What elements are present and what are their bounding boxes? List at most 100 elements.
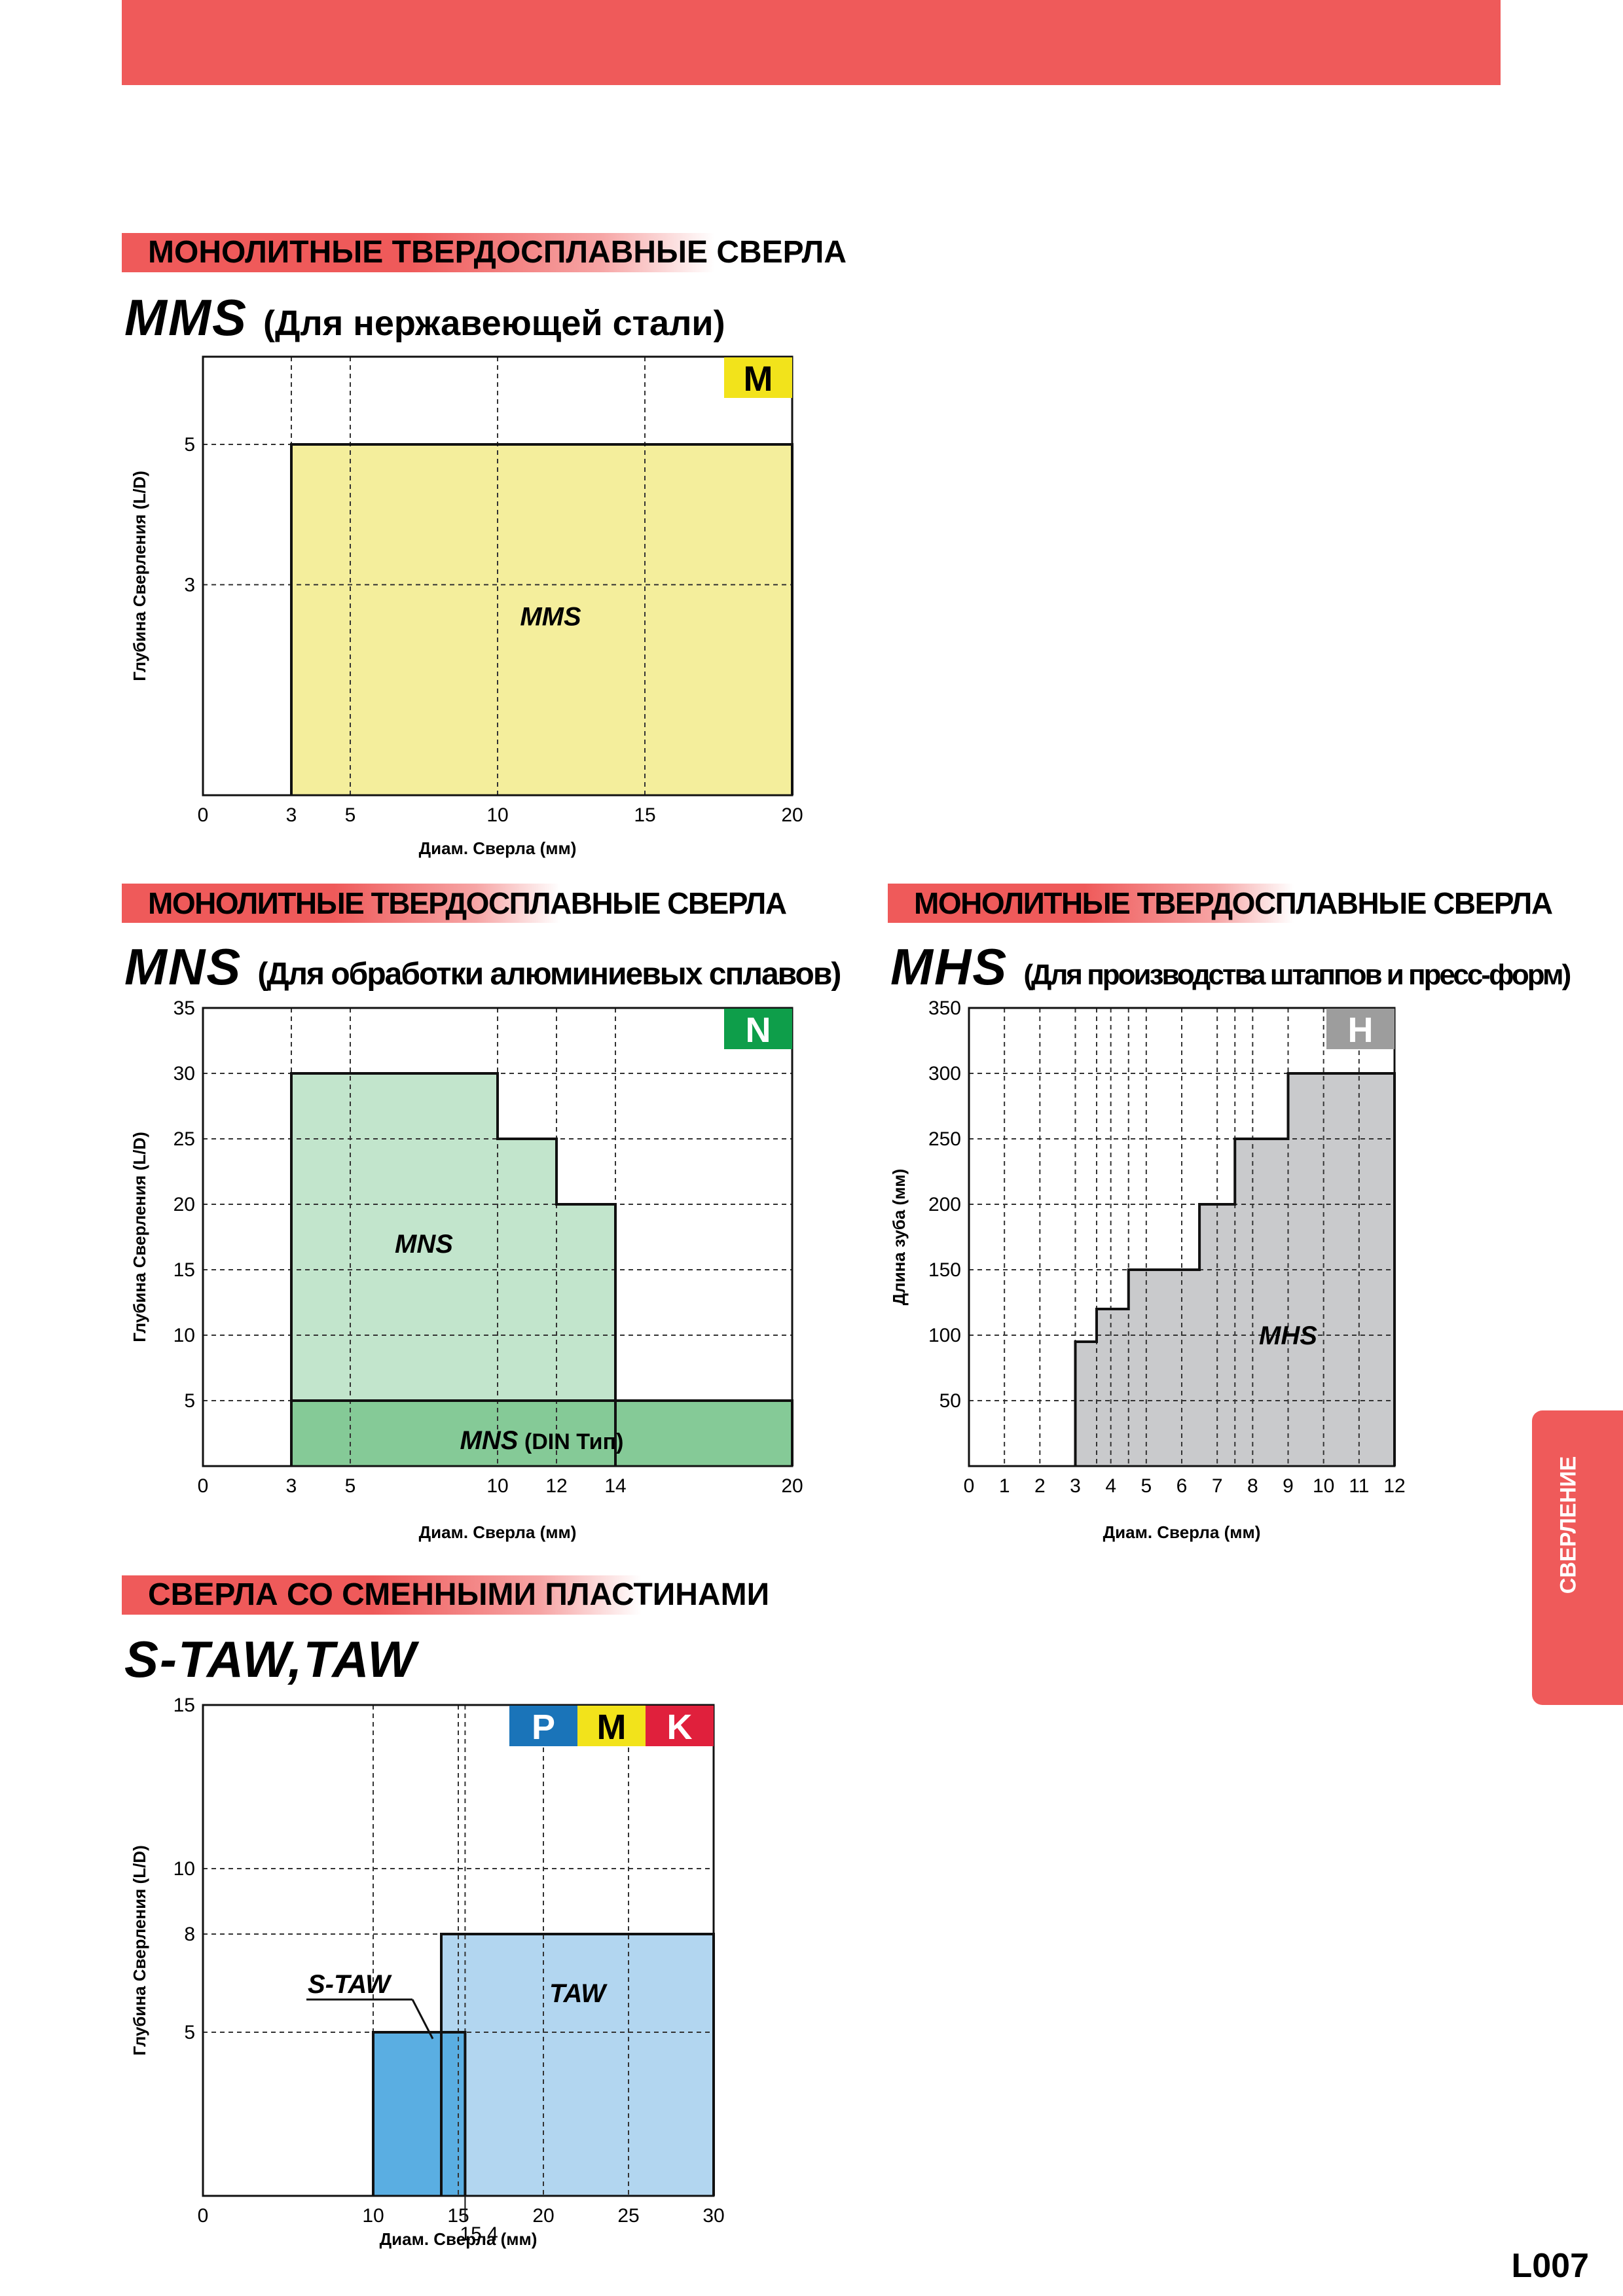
series-outline — [372, 2031, 467, 2196]
x-tick-label: 15 — [634, 804, 655, 826]
product-title-mhs: MHS (Для производства штаппов и пресс-фор… — [890, 937, 1571, 997]
product-name: MHS — [890, 938, 1008, 996]
plot-frame — [202, 1007, 793, 1467]
material-badge-label: M — [597, 1708, 627, 1747]
y-tick-label: 15 — [173, 1259, 195, 1281]
x-tick-label: 6 — [1176, 1475, 1188, 1497]
x-tick-label: 20 — [532, 2205, 554, 2227]
y-tick-label: 5 — [184, 434, 195, 456]
series-label: MNS — [395, 1230, 453, 1259]
y-tick-label: 10 — [173, 1858, 195, 1880]
y-tick-label: 35 — [173, 997, 195, 1019]
side-tab-label[interactable]: СВЕРЛЕНИЕ — [1554, 1433, 1583, 1617]
material-badge-label: H — [1348, 1011, 1374, 1050]
material-badge — [724, 357, 792, 398]
y-tick-label: 5 — [184, 1390, 195, 1412]
top-banner — [122, 0, 1501, 85]
x-tick-label: 25 — [617, 2205, 639, 2227]
x-tick-label: 3 — [286, 804, 297, 826]
x-tick-label: 7 — [1212, 1475, 1223, 1497]
x-tick-label: 5 — [1140, 1475, 1152, 1497]
x-tick-label: 1 — [999, 1475, 1010, 1497]
series-outline — [1074, 1072, 1396, 1466]
x-tick-label: 5 — [345, 804, 356, 826]
y-tick-label: 250 — [928, 1128, 961, 1150]
plot-frame — [202, 355, 793, 797]
x-tick-label: 0 — [964, 1475, 975, 1497]
side-tab-text: СВЕРЛЕНИЕ — [1556, 1456, 1581, 1594]
series-area — [291, 444, 792, 795]
x-tick-label: 8 — [1247, 1475, 1258, 1497]
x-axis-label: Диам. Сверла (мм) — [419, 838, 577, 858]
series-label: MHS — [1259, 1321, 1317, 1350]
product-title-mns: MNS (Для обработки алюминиевых сплавов) — [124, 937, 841, 997]
x-tick-label: 0 — [198, 1475, 209, 1497]
material-badge-label: M — [744, 359, 773, 399]
x-tick-label: 14 — [604, 1475, 626, 1497]
callout-leader — [411, 1999, 434, 2039]
x-tick-label: 0 — [198, 2205, 209, 2227]
material-badge — [577, 1706, 646, 1746]
y-tick-label: 350 — [928, 997, 961, 1019]
x-tick-label: 5 — [345, 1475, 356, 1497]
section-header-taw: СВЕРЛА СО СМЕННЫМИ ПЛАСТИНАМИ — [122, 1575, 960, 1615]
x-tick-label: 10 — [1313, 1475, 1334, 1497]
y-tick-label: 20 — [173, 1194, 195, 1215]
product-name: MMS — [124, 289, 247, 346]
x-tick-label: 20 — [781, 804, 803, 826]
product-subtitle: (Для обработки алюминиевых сплавов) — [257, 957, 841, 992]
series-label: TAW — [549, 1979, 608, 2008]
y-tick-label: 3 — [184, 574, 195, 596]
x-tick-label: 12 — [1383, 1475, 1405, 1497]
material-badge — [724, 1009, 792, 1049]
page-number: L007 — [1511, 2247, 1589, 2285]
material-badge-label: P — [532, 1708, 555, 1747]
series-label-suffix: (DIN Тип) — [518, 1429, 623, 1454]
product-name: S-TAW,TAW — [124, 1630, 417, 1688]
plot-frame — [968, 1007, 1396, 1467]
x-tick-label: 3 — [1070, 1475, 1081, 1497]
y-tick-label: 15 — [173, 1695, 195, 1716]
x-tick-label: 2 — [1034, 1475, 1046, 1497]
y-tick-label: 5 — [184, 2022, 195, 2043]
series-label: MMS — [520, 603, 581, 632]
y-tick-label: 30 — [173, 1063, 195, 1085]
y-tick-label: 300 — [928, 1063, 961, 1085]
y-tick-label: 200 — [928, 1194, 961, 1215]
section-header-mns: МОНОЛИТНЫЕ ТВЕРДОСПЛАВНЫЕ СВЕРЛА — [122, 884, 829, 923]
product-subtitle: (Для нержавеющей стали) — [263, 304, 725, 343]
x-tick-label: 20 — [781, 1475, 803, 1497]
x-tick-label: 0 — [198, 804, 209, 826]
material-badge-label: N — [746, 1011, 771, 1050]
y-tick-label: 8 — [184, 1924, 195, 1945]
y-tick-label: 10 — [173, 1325, 195, 1346]
series-area — [373, 2032, 465, 2196]
plot-frame — [202, 1704, 715, 2197]
x-tick-label-extra: 15.4 — [460, 2223, 498, 2245]
series-area — [291, 1401, 792, 1466]
x-tick-label: 10 — [362, 2205, 384, 2227]
chart-mhs: 0 1 2 3 4 5 6 7 8 9 10 11 1250100150200250300350Диам… — [889, 997, 1406, 1542]
y-axis-label: Глубина Сверления (L/D) — [130, 1845, 149, 2056]
product-title-taw: S-TAW,TAW — [124, 1630, 417, 1689]
product-title-mms: MMS (Для нержавеющей стали) — [124, 288, 725, 348]
material-badge-label: K — [667, 1708, 693, 1747]
x-tick-label: 4 — [1105, 1475, 1116, 1497]
section-header-mhs: МОНОЛИТНЫЕ ТВЕРДОСПЛАВНЫЕ СВЕРЛА — [888, 884, 1553, 923]
series-label: MNS (DIN Тип) — [460, 1426, 624, 1455]
y-tick-label: 25 — [173, 1128, 195, 1150]
series-outline — [290, 1072, 617, 1466]
x-tick-label: 10 — [486, 804, 508, 826]
x-tick-label: 3 — [286, 1475, 297, 1497]
y-axis-label: Длина зуба (мм) — [889, 1169, 909, 1306]
x-tick-label: 30 — [702, 2205, 724, 2227]
material-badge — [509, 1706, 577, 1746]
material-badge — [1326, 1009, 1395, 1049]
y-tick-label: 100 — [928, 1325, 961, 1346]
x-tick-label: 11 — [1349, 1475, 1369, 1497]
side-tab[interactable] — [1532, 1410, 1623, 1705]
product-subtitle: (Для производства штаппов и пресс-форм) — [1023, 959, 1571, 991]
y-tick-label: 150 — [928, 1259, 961, 1281]
